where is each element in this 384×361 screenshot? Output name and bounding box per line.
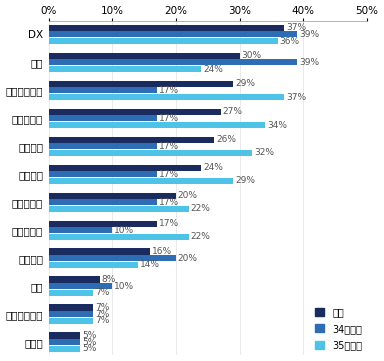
Text: 5%: 5% — [82, 331, 97, 340]
Text: 20%: 20% — [178, 254, 198, 263]
Text: 22%: 22% — [190, 232, 210, 242]
Bar — [49, 221, 157, 227]
Text: 17%: 17% — [159, 198, 179, 207]
Bar — [49, 122, 265, 128]
Bar — [49, 192, 176, 199]
Text: 26%: 26% — [216, 135, 236, 144]
Text: 37%: 37% — [286, 92, 306, 101]
Text: 22%: 22% — [190, 204, 210, 213]
Text: 29%: 29% — [235, 79, 255, 88]
Bar — [49, 94, 284, 100]
Text: 30%: 30% — [242, 51, 262, 60]
Text: 17%: 17% — [159, 142, 179, 151]
Text: 20%: 20% — [178, 191, 198, 200]
Bar — [49, 59, 297, 65]
Bar — [49, 150, 252, 156]
Bar — [49, 311, 93, 317]
Text: 16%: 16% — [152, 247, 172, 256]
Text: 5%: 5% — [82, 344, 97, 353]
Bar — [49, 66, 202, 72]
Text: 17%: 17% — [159, 114, 179, 123]
Bar — [49, 290, 93, 296]
Bar — [49, 178, 233, 184]
Text: 5%: 5% — [82, 338, 97, 347]
Legend: 全体, 34歳以下, 35歳以上: 全体, 34歳以下, 35歳以上 — [314, 307, 362, 351]
Text: 8%: 8% — [101, 275, 116, 284]
Text: 27%: 27% — [222, 107, 242, 116]
Text: 39%: 39% — [299, 30, 319, 39]
Text: 17%: 17% — [159, 219, 179, 228]
Bar — [49, 87, 157, 93]
Bar — [49, 283, 112, 289]
Text: 7%: 7% — [95, 316, 109, 325]
Text: 7%: 7% — [95, 288, 109, 297]
Text: 7%: 7% — [95, 310, 109, 319]
Text: 7%: 7% — [95, 303, 109, 312]
Bar — [49, 332, 80, 339]
Bar — [49, 227, 112, 233]
Bar — [49, 248, 151, 255]
Bar — [49, 304, 93, 310]
Text: 17%: 17% — [159, 86, 179, 95]
Bar — [49, 346, 80, 352]
Text: 24%: 24% — [203, 65, 223, 74]
Text: 24%: 24% — [203, 163, 223, 172]
Bar — [49, 53, 240, 59]
Bar — [49, 171, 157, 177]
Text: 10%: 10% — [114, 226, 134, 235]
Bar — [49, 38, 278, 44]
Text: 37%: 37% — [286, 23, 306, 32]
Text: 32%: 32% — [254, 148, 274, 157]
Text: 10%: 10% — [114, 282, 134, 291]
Bar — [49, 206, 189, 212]
Bar — [49, 143, 157, 149]
Bar — [49, 109, 220, 115]
Bar — [49, 234, 189, 240]
Text: 29%: 29% — [235, 177, 255, 186]
Text: 14%: 14% — [140, 260, 160, 269]
Bar — [49, 31, 297, 38]
Text: 17%: 17% — [159, 170, 179, 179]
Bar — [49, 255, 176, 261]
Bar — [49, 165, 202, 171]
Text: 34%: 34% — [267, 121, 287, 130]
Bar — [49, 81, 233, 87]
Bar — [49, 115, 157, 121]
Bar — [49, 262, 138, 268]
Bar — [49, 199, 157, 205]
Text: 39%: 39% — [299, 58, 319, 67]
Bar — [49, 25, 284, 31]
Bar — [49, 318, 93, 324]
Bar — [49, 277, 99, 283]
Text: 36%: 36% — [280, 36, 300, 45]
Bar — [49, 136, 214, 143]
Bar — [49, 339, 80, 345]
